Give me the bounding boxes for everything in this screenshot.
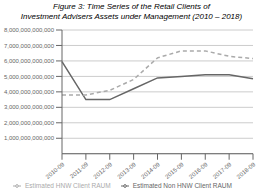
svg-text:3,000,000,000,000: 3,000,000,000,000	[8, 104, 55, 110]
svg-text:2012-09: 2012-09	[92, 161, 113, 180]
svg-text:4,000,000,000,000: 4,000,000,000,000	[8, 89, 55, 95]
svg-text:7,000,000,000,000: 7,000,000,000,000	[8, 43, 55, 49]
svg-text:2013-09: 2013-09	[116, 161, 137, 180]
svg-text:1,000,000,000,000: 1,000,000,000,000	[8, 135, 55, 141]
svg-text:5,000,000,000,000: 5,000,000,000,000	[8, 74, 55, 80]
html-text:Estimated HNW Client RAUM: Estimated HNW Client RAUM	[25, 181, 111, 189]
svg-text:2010-09: 2010-09	[45, 161, 66, 180]
svg-text:2018-09: 2018-09	[236, 161, 255, 180]
html-text:Estimated Non HNW Client RAUM: Estimated Non HNW Client RAUM	[132, 181, 232, 189]
svg-text:2,000,000,000,000: 2,000,000,000,000	[8, 120, 55, 126]
svg-text:2011-09: 2011-09	[69, 161, 90, 180]
svg-text:2015-09: 2015-09	[164, 161, 185, 180]
html-text:Figure 3: Time Series of the R: Figure 3: Time Series of the Retail Clie…	[53, 2, 210, 11]
html-text:Investment Advisers Assets und: Investment Advisers Assets under Managem…	[20, 12, 243, 21]
svg-text:2016-09: 2016-09	[188, 161, 209, 180]
svg-text:6,000,000,000,000: 6,000,000,000,000	[8, 58, 55, 64]
svg-text:8,000,000,000,000: 8,000,000,000,000	[8, 27, 55, 33]
svg-text:2014-09: 2014-09	[140, 161, 161, 180]
svg-text:2017-09: 2017-09	[212, 161, 233, 180]
